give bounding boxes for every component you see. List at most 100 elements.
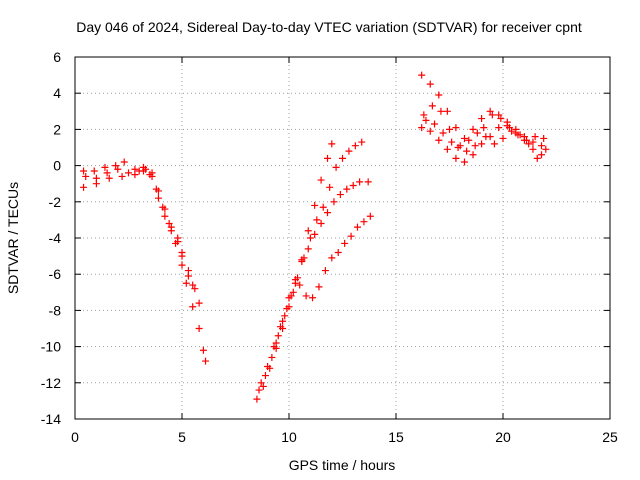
data-point — [443, 145, 451, 153]
data-point — [253, 395, 261, 403]
data-point — [319, 203, 327, 211]
data-point — [428, 102, 436, 110]
data-point — [525, 140, 533, 148]
data-point — [189, 281, 197, 289]
data-point — [360, 218, 368, 226]
y-tick-label: -6 — [49, 266, 62, 282]
data-point — [332, 163, 340, 171]
data-point — [296, 281, 304, 289]
data-point — [542, 145, 550, 153]
data-point — [148, 172, 156, 180]
data-point — [154, 194, 162, 202]
data-point — [473, 129, 481, 137]
data-point — [142, 165, 150, 173]
data-point — [508, 127, 516, 135]
data-point — [452, 124, 460, 132]
data-point — [195, 299, 203, 307]
data-point — [161, 205, 169, 213]
data-point — [261, 372, 269, 380]
data-point — [184, 272, 192, 280]
data-point — [311, 201, 319, 209]
data-point — [446, 125, 453, 133]
data-point — [353, 223, 361, 231]
data-point — [304, 227, 312, 235]
x-tick-label: 15 — [388, 429, 404, 445]
data-point — [302, 292, 310, 300]
data-point — [330, 198, 338, 206]
data-point — [154, 187, 162, 195]
data-point — [343, 185, 351, 193]
data-point — [460, 134, 468, 142]
x-tick-label: 0 — [71, 429, 79, 445]
data-point — [465, 136, 473, 144]
data-point — [90, 167, 98, 175]
data-point — [533, 154, 541, 162]
data-point — [328, 254, 336, 262]
data-point — [257, 379, 265, 387]
data-point — [499, 134, 507, 142]
data-point — [443, 107, 451, 115]
data-point — [276, 323, 284, 331]
y-tick-label: -4 — [49, 230, 62, 246]
data-point — [270, 343, 278, 351]
data-point — [495, 111, 503, 119]
data-point — [495, 124, 503, 132]
y-tick-label: 2 — [53, 121, 61, 137]
data-point — [178, 261, 186, 269]
data-point — [488, 111, 496, 119]
data-point — [505, 124, 513, 132]
data-point — [471, 142, 479, 150]
data-point — [161, 212, 169, 220]
series-arc-1a — [80, 167, 210, 365]
data-point — [272, 339, 280, 347]
data-point — [178, 252, 186, 260]
data-point — [351, 142, 359, 150]
data-point — [490, 140, 498, 148]
data-point — [135, 167, 143, 175]
data-point — [480, 124, 488, 132]
data-point — [418, 124, 426, 132]
series-arc-1c — [82, 165, 197, 289]
data-point — [202, 357, 210, 365]
data-point — [366, 212, 374, 220]
data-point — [422, 116, 430, 124]
series-arc-2c — [257, 212, 374, 387]
data-point — [469, 125, 477, 133]
data-point — [460, 158, 468, 166]
data-point — [112, 162, 120, 170]
chart-title: Day 046 of 2024, Sidereal Day-to-day VTE… — [76, 19, 582, 35]
data-point — [103, 169, 111, 177]
data-point — [101, 163, 109, 171]
data-point — [516, 131, 524, 139]
data-point — [165, 220, 173, 228]
data-point — [298, 258, 306, 266]
x-axis-label: GPS time / hours — [289, 457, 396, 473]
y-tick-label: -8 — [49, 302, 62, 318]
y-tick-label: 6 — [53, 49, 61, 65]
data-point — [131, 165, 139, 173]
data-point — [191, 285, 199, 293]
data-point — [364, 178, 372, 186]
series-arc-3b — [420, 102, 548, 155]
data-point — [114, 165, 122, 173]
data-point — [439, 129, 447, 137]
x-tick-label: 10 — [281, 429, 297, 445]
data-point — [420, 111, 428, 119]
data-point — [80, 167, 88, 175]
data-point — [304, 245, 312, 253]
data-point — [503, 118, 511, 126]
data-point — [199, 346, 207, 354]
data-point — [469, 151, 477, 159]
data-point — [174, 238, 182, 246]
data-point — [289, 288, 297, 296]
data-point — [463, 147, 471, 155]
series-arc-3c — [418, 118, 546, 166]
plot-frame — [74, 56, 611, 420]
y-tick-label: -10 — [41, 339, 61, 355]
data-point — [538, 151, 546, 159]
data-point — [182, 279, 190, 287]
data-point — [486, 107, 494, 115]
data-point — [540, 134, 548, 142]
data-point — [268, 353, 276, 361]
